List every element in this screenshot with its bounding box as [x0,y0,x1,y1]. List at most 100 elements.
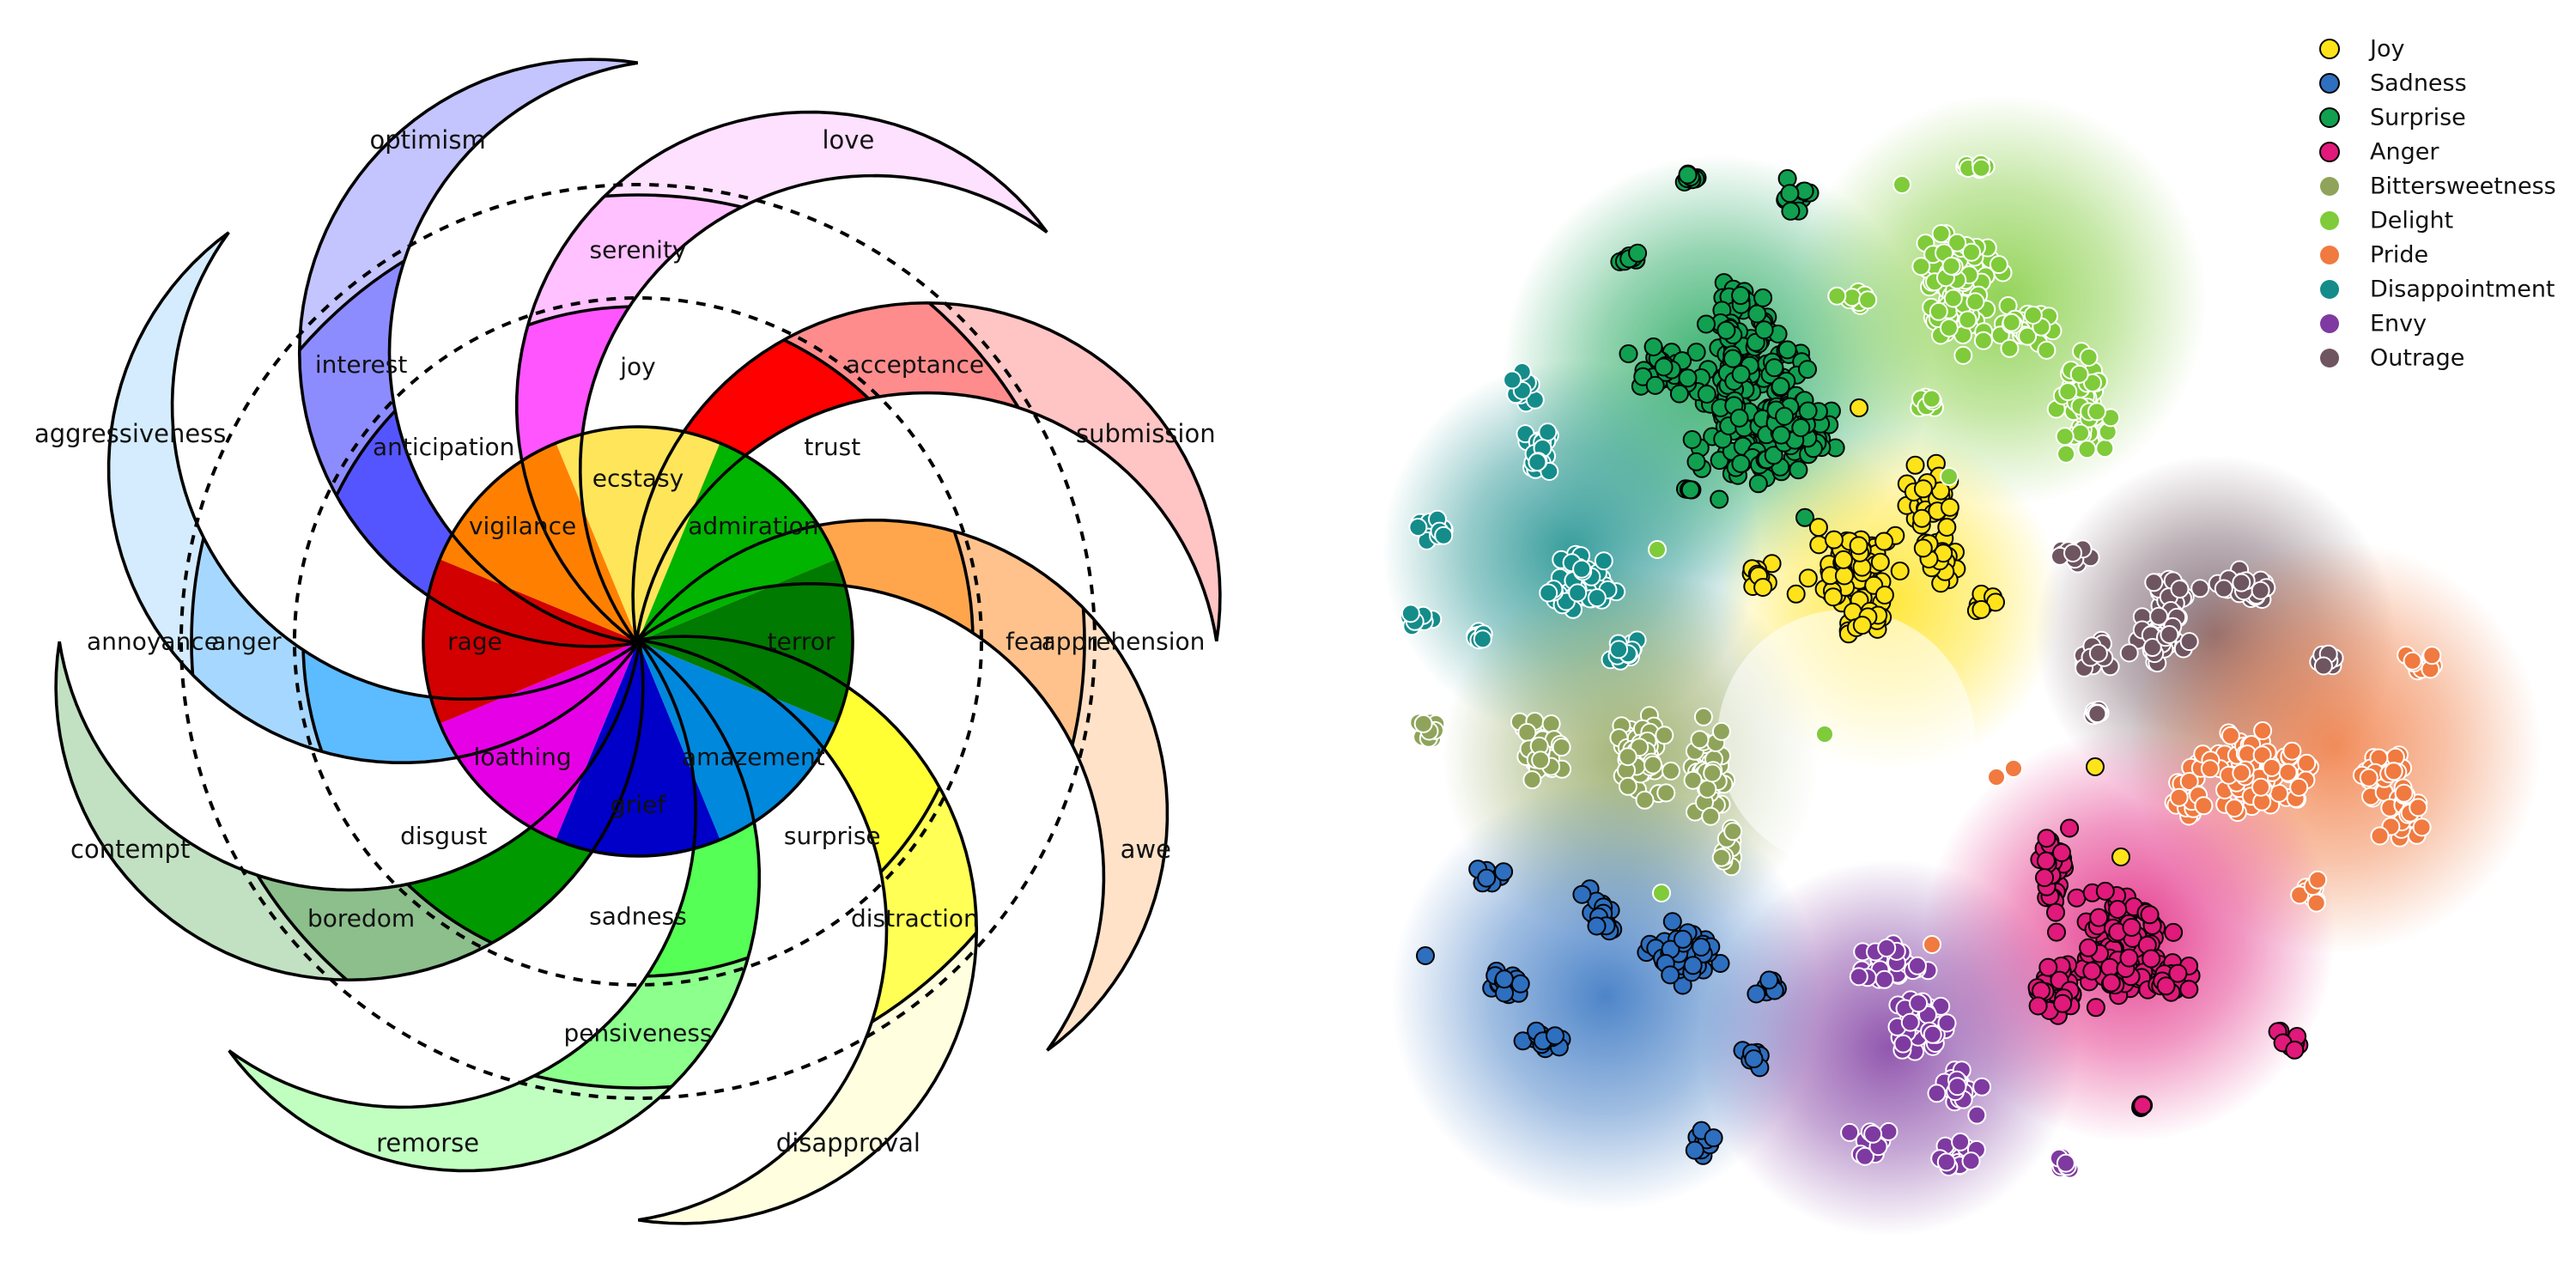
legend-item-envy: Envy [2320,311,2427,337]
scatter-point [1729,408,1749,428]
scatter-points [1400,154,2443,1179]
scatter-point [1522,770,1542,790]
legend-label: Anger [2370,139,2439,166]
scatter-point [2119,643,2139,663]
scatter-point [2037,340,2057,360]
scatter-point [1850,398,1868,417]
scatter-point [1723,349,1742,368]
scatter-point [1400,604,1420,623]
scatter-point [1764,446,1783,465]
scatter-point [1874,969,1894,989]
scatter-point [2289,777,2309,797]
scatter-point [1789,460,1808,480]
scatter-point [1413,714,1433,733]
scatter-point [1680,480,1700,500]
scatter-point [2018,326,2038,346]
scatter-point [2086,998,2105,1018]
dyad-label-contempt: contempt [70,835,190,864]
legend-item-anger: Anger [2319,139,2439,166]
scatter-point [2002,313,2021,332]
scatter-point [1927,1084,1947,1103]
scatter-point [1753,578,1773,597]
scatter-point [2214,579,2233,598]
legend-label: Envy [2370,311,2427,337]
scatter-point [1587,916,1607,936]
scatter-point [1686,452,1706,471]
scatter-point [1849,536,1868,556]
scatter-point [1711,721,1731,741]
scatter-point [2313,656,2333,676]
scatter-point [2032,981,2050,1000]
outer-dashed-ring [179,183,1097,1100]
scatter-point [2252,745,2272,765]
scatter-point [2036,851,2056,871]
scatter-point [1754,320,1774,340]
core-wedge [638,443,836,641]
scatter-point [1678,368,1698,388]
scatter-point [1416,946,1435,965]
scatter-point [1905,455,1925,475]
scatter-point [1703,763,1722,783]
scatter-point [1609,640,1629,659]
scatter-point [2122,918,2142,937]
legend-label: Surprise [2370,105,2466,131]
scatter-point [2082,961,2102,981]
petal-band-divider [190,232,640,763]
scatter-point [2251,777,2270,797]
scatter-point [1685,1140,1704,1160]
scatter-point [2086,757,2105,776]
scatter-point [2057,444,2076,464]
scatter-point [1541,714,1561,733]
scatter-point [1971,158,1991,178]
center-clearing [1717,610,1975,867]
scatter-point [1655,726,1674,745]
scatter-point [2168,963,2188,983]
scatter-point [1619,344,1638,363]
scatter-point [2053,993,2073,1013]
core-wedge [556,641,720,856]
core-wedge [440,443,638,641]
emotion-scatter-plot [1382,94,2542,1236]
scatter-point [2179,632,2199,652]
core-wedge [440,641,638,840]
scatter-point [1643,337,1663,356]
core-ring [422,425,854,858]
scatter-point [2111,848,2130,866]
emotion-label-acceptance: acceptance [846,350,984,379]
scatter-point [1494,862,1514,882]
scatter-point [1731,364,1751,384]
scatter-point [2142,949,2161,969]
cluster-envy [1840,934,2080,1179]
cluster-disappointment [1400,362,1647,671]
emotion-label-fear: fear [1005,628,1054,656]
dyad-label-love: love [822,125,874,155]
emotion-label-rage: rage [447,628,502,656]
scatter-point [2108,900,2128,919]
scatter-point [2308,870,2328,890]
scatter-point [1929,301,1948,321]
scatter-point [1936,1152,1956,1172]
scatter-point [1973,331,1993,350]
scatter-point [1870,552,1890,572]
scatter-point [2149,606,2169,626]
stray-points [1416,175,2130,965]
scatter-point [2160,625,2179,644]
scatter-point [1546,1026,1564,1046]
scatter-point [2028,996,2048,1016]
scatter-point [1912,508,1932,528]
scatter-point [1517,723,1537,742]
scatter-point [1710,954,1730,973]
scatter-point [2282,741,2302,761]
scatter-point [1815,725,1834,744]
legend-item-disappointment: Disappointment [2320,276,2555,303]
scatter-point [2403,651,2422,671]
scatter-point [1923,1024,1942,1044]
scatter-point [2221,726,2240,745]
scatter-point [1849,967,1868,987]
scatter-point [1798,401,1818,421]
legend-item-outrage: Outrage [2320,345,2464,372]
scatter-point [2047,922,2066,942]
petal-outline [54,641,645,982]
scatter-point [1744,1049,1764,1069]
core-wedge [423,559,638,724]
